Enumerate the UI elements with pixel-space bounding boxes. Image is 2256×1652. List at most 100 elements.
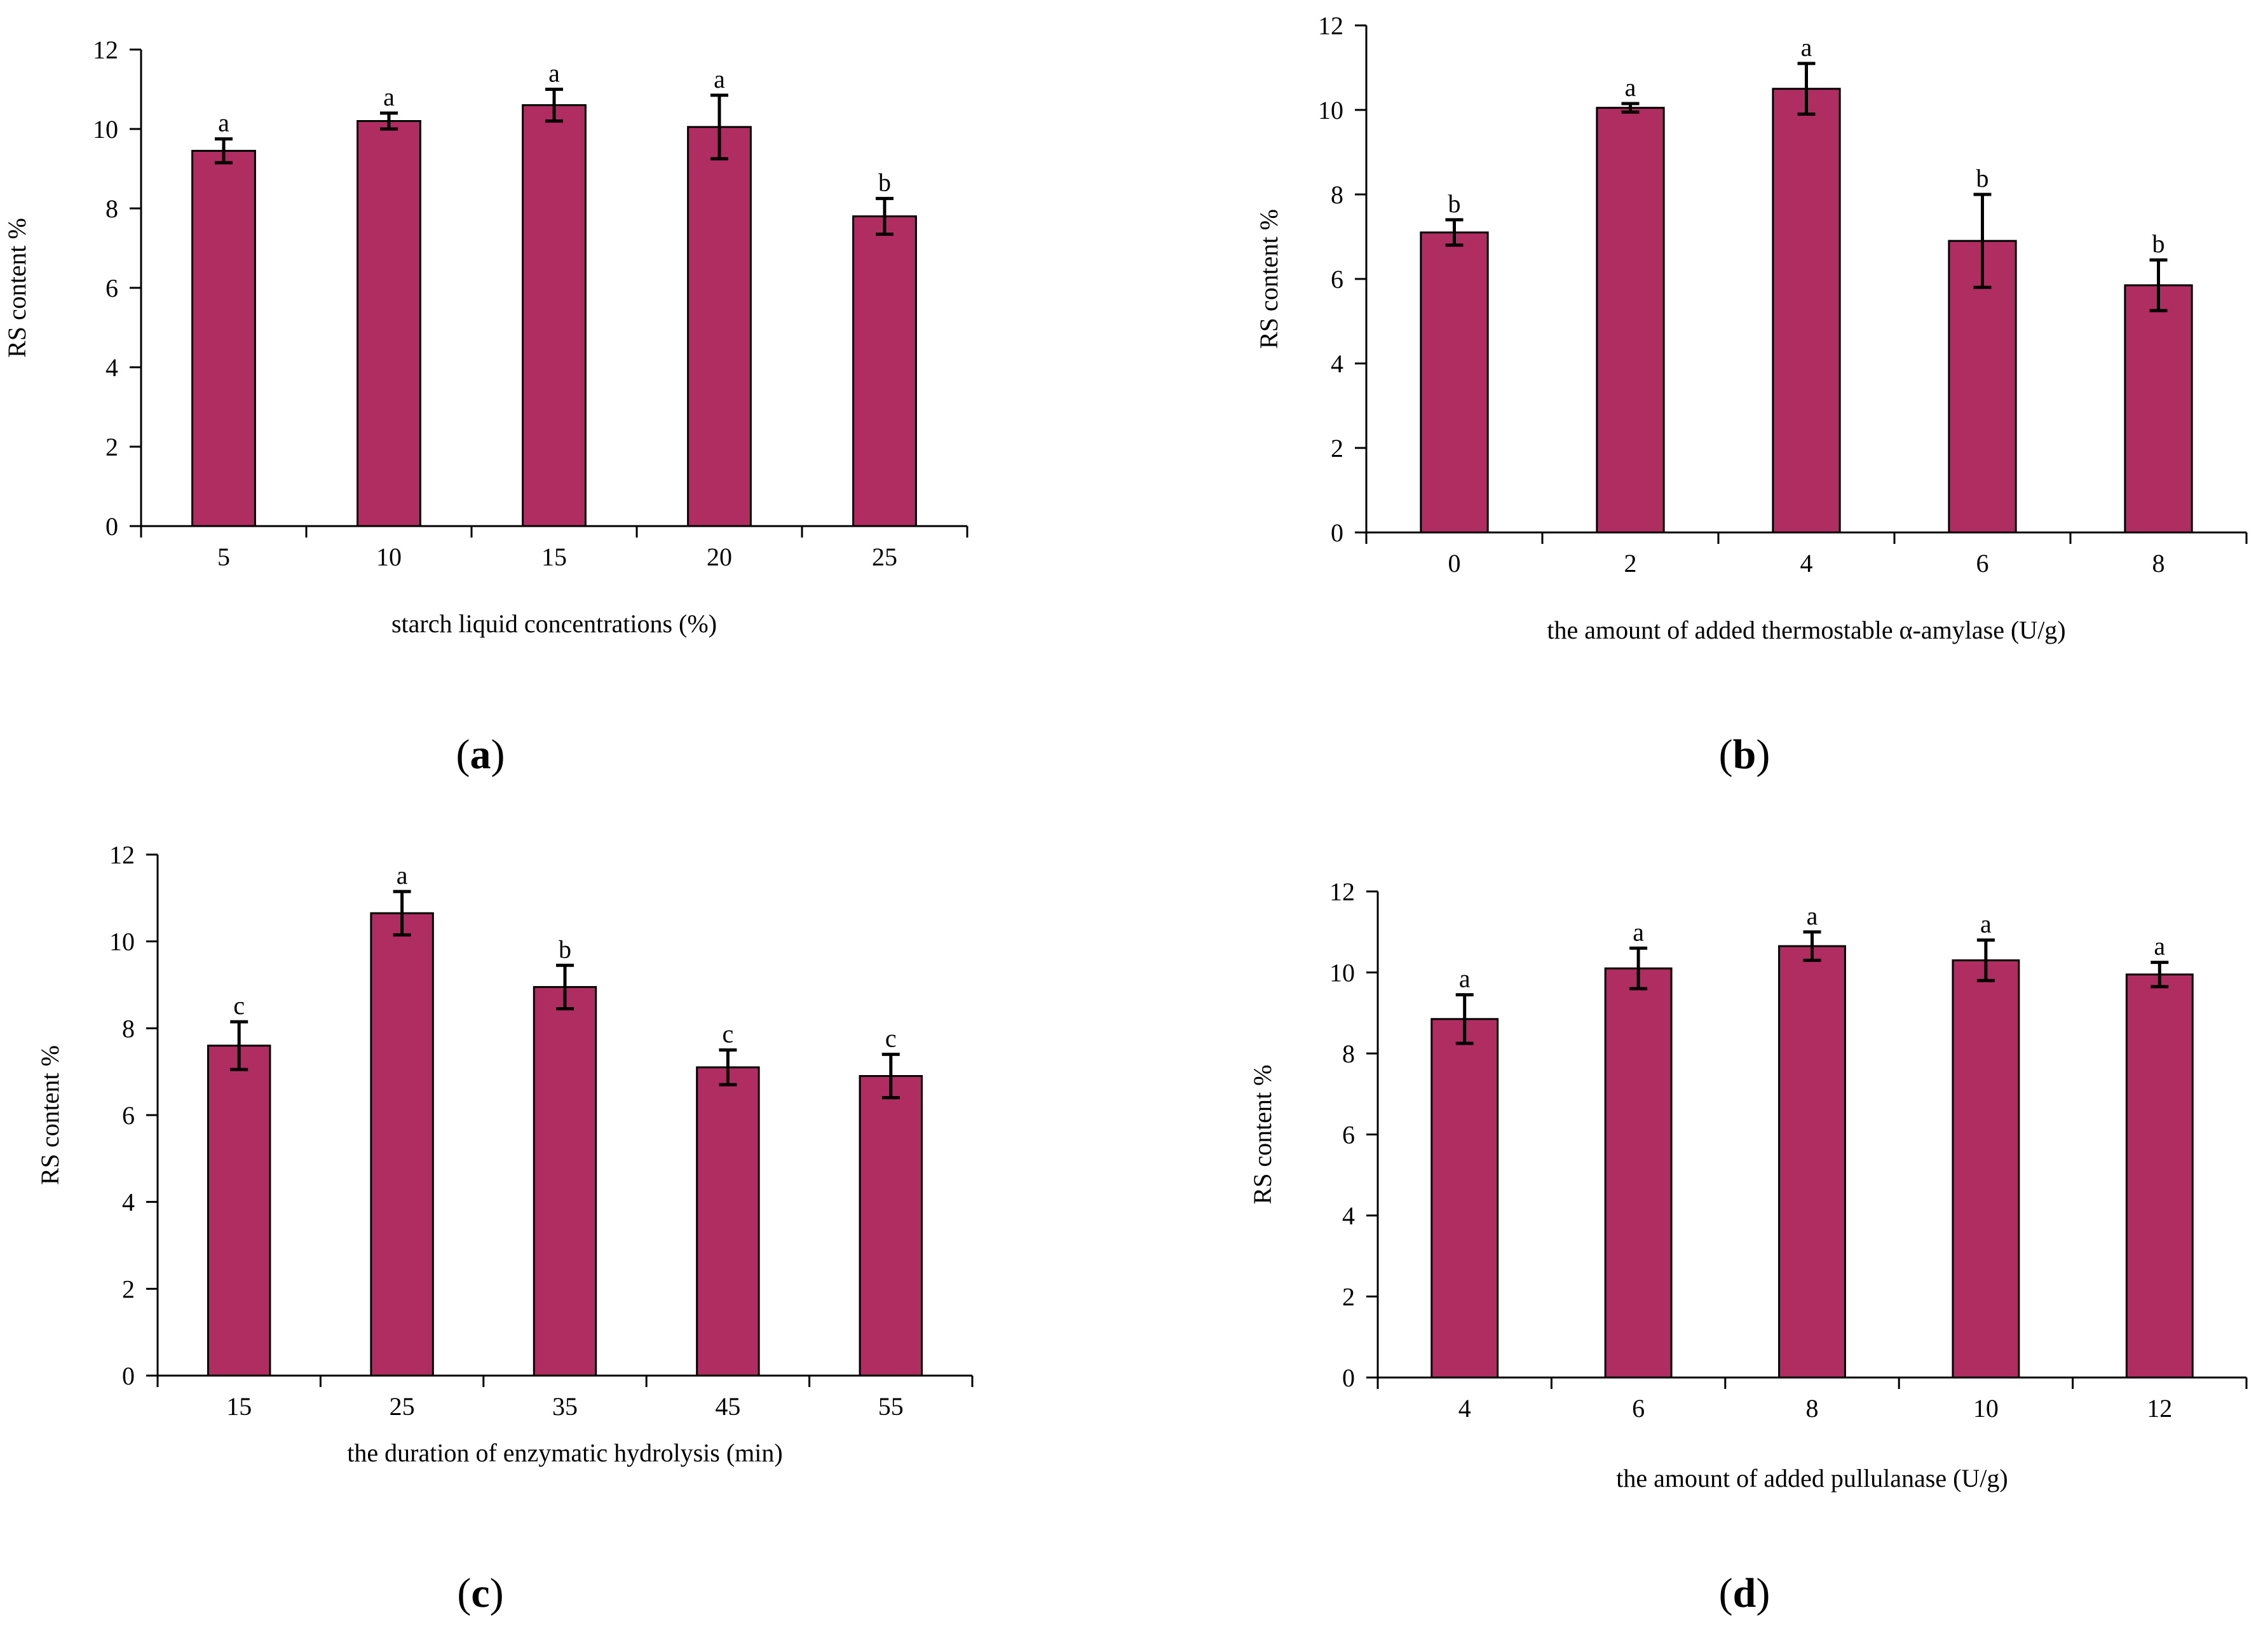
x-tick-label: 10	[376, 543, 402, 571]
x-tick-label: 20	[707, 543, 732, 571]
panel-caption-d: (d)	[1718, 1570, 1770, 1616]
x-axis-label: starch liquid concentrations (%)	[391, 609, 717, 638]
significance-letter: b	[1448, 189, 1461, 218]
panel-caption-b: (b)	[1718, 731, 1770, 778]
x-tick-label: 0	[1448, 549, 1461, 578]
significance-letter: a	[383, 83, 395, 111]
x-tick-label: 2	[1624, 549, 1637, 578]
bar	[370, 912, 434, 1377]
x-tick-label: 55	[878, 1392, 904, 1421]
chart-panel-a: 0 2 4 6 8 10 12 a 5 a 10 a 15 a 20 b 25 starch liquid con…	[0, 0, 1128, 826]
y-tick-label: 4	[122, 1188, 135, 1217]
significance-letter: b	[2152, 229, 2165, 258]
panel-caption-c: (c)	[457, 1570, 504, 1616]
significance-letter: c	[723, 1020, 734, 1048]
x-tick-label: 15	[541, 543, 567, 571]
chart-panel-b: 0 2 4 6 8 10 12 b 0 a 2 a 4 b 6 b 8 the amount of added t…	[1128, 0, 2256, 826]
y-tick-label: 12	[1329, 877, 1355, 906]
y-tick-label: 10	[1329, 959, 1355, 987]
y-tick-label: 6	[1342, 1121, 1355, 1149]
x-axis-label: the duration of enzymatic hydrolysis (mi…	[347, 1439, 782, 1467]
bar	[1952, 959, 2020, 1379]
y-tick-label: 8	[1342, 1039, 1355, 1068]
x-tick-label: 4	[1800, 549, 1813, 578]
chart-panel-d: 0 2 4 6 8 10 12 a 4 a 6 a 8 a 10 a 12 the amount of added…	[1128, 826, 2256, 1652]
y-axis-label: RS content %	[36, 1045, 64, 1185]
y-tick-label: 0	[1342, 1364, 1355, 1392]
bar	[1430, 1018, 1499, 1379]
bar	[2124, 284, 2193, 534]
significance-letter: b	[1976, 164, 1989, 193]
y-axis-label: RS content %	[1248, 1065, 1277, 1205]
significance-letter: a	[1459, 965, 1471, 993]
y-tick-label: 8	[1331, 180, 1343, 209]
y-tick-label: 8	[122, 1014, 135, 1043]
x-tick-label: 25	[872, 543, 897, 571]
bar	[357, 120, 421, 527]
y-tick-label: 10	[93, 115, 118, 144]
x-tick-label: 10	[1973, 1394, 1999, 1423]
y-tick-label: 8	[105, 194, 118, 223]
y-tick-label: 0	[1331, 518, 1343, 547]
y-tick-label: 2	[122, 1275, 135, 1303]
y-tick-label: 4	[1342, 1202, 1355, 1230]
y-tick-label: 2	[1331, 434, 1343, 463]
bar	[533, 985, 597, 1377]
bar	[1420, 231, 1489, 534]
significance-letter: b	[878, 168, 891, 196]
significance-letter: a	[218, 109, 229, 137]
y-tick-label: 4	[105, 353, 118, 382]
y-tick-label: 6	[105, 274, 118, 302]
significance-letter: a	[1633, 917, 1644, 946]
bar-chart-b: 0 2 4 6 8 10 12 b 0 a 2 a 4 b 6 b 8 the amount of added t…	[1254, 11, 2248, 644]
x-tick-label: 12	[2147, 1394, 2172, 1423]
significance-letter: c	[233, 991, 245, 1020]
y-tick-label: 12	[109, 841, 135, 869]
x-tick-label: 6	[1976, 549, 1989, 578]
y-tick-label: 12	[1318, 11, 1343, 40]
significance-letter: a	[548, 59, 560, 88]
bar	[1778, 945, 1846, 1379]
significance-letter: a	[1801, 33, 1812, 62]
bar	[1604, 967, 1673, 1379]
x-tick-label: 8	[1806, 1394, 1819, 1423]
bar	[687, 126, 752, 527]
x-tick-label: 15	[226, 1392, 252, 1421]
significance-letter: c	[885, 1024, 897, 1052]
significance-letter: a	[1625, 73, 1636, 102]
significance-letter: a	[1807, 902, 1818, 930]
x-tick-label: 45	[715, 1392, 740, 1421]
y-tick-label: 2	[105, 433, 118, 461]
significance-letter: b	[559, 935, 571, 963]
bar-chart-a: 0 2 4 6 8 10 12 a 5 a 10 a 15 a 20 b 25 starch liquid con…	[3, 36, 968, 638]
bar	[207, 1045, 271, 1377]
chart-panel-c: 0 2 4 6 8 10 12 c 15 a 25 b 35 c 45 c 55 the duration of …	[0, 826, 1128, 1652]
significance-letter: a	[397, 861, 408, 890]
bar	[522, 104, 587, 527]
y-axis-label: RS content %	[1254, 209, 1283, 349]
y-tick-label: 10	[1318, 96, 1343, 125]
y-tick-label: 6	[1331, 265, 1343, 294]
x-axis-label: the amount of added thermostable α-amyla…	[1547, 616, 2065, 644]
bar	[1772, 88, 1841, 534]
y-tick-label: 2	[1342, 1283, 1355, 1311]
x-tick-label: 8	[2152, 549, 2165, 578]
bar	[852, 215, 917, 527]
y-tick-label: 6	[122, 1101, 135, 1130]
x-tick-label: 35	[552, 1392, 578, 1421]
x-tick-label: 25	[390, 1392, 415, 1421]
x-tick-label: 6	[1632, 1394, 1645, 1423]
y-tick-label: 12	[93, 36, 118, 64]
x-tick-label: 5	[217, 543, 230, 571]
y-tick-label: 0	[105, 512, 118, 541]
significance-letter: a	[714, 65, 725, 93]
y-axis-label: RS content %	[3, 218, 31, 358]
bar-chart-c: 0 2 4 6 8 10 12 c 15 a 25 b 35 c 45 c 55 the duration of …	[36, 841, 974, 1467]
bar	[191, 149, 256, 527]
bar	[1948, 240, 2017, 534]
bar	[1596, 107, 1665, 534]
x-tick-label: 4	[1458, 1394, 1471, 1423]
bar	[859, 1075, 923, 1377]
significance-letter: a	[1980, 910, 1992, 938]
bar	[2125, 973, 2194, 1379]
